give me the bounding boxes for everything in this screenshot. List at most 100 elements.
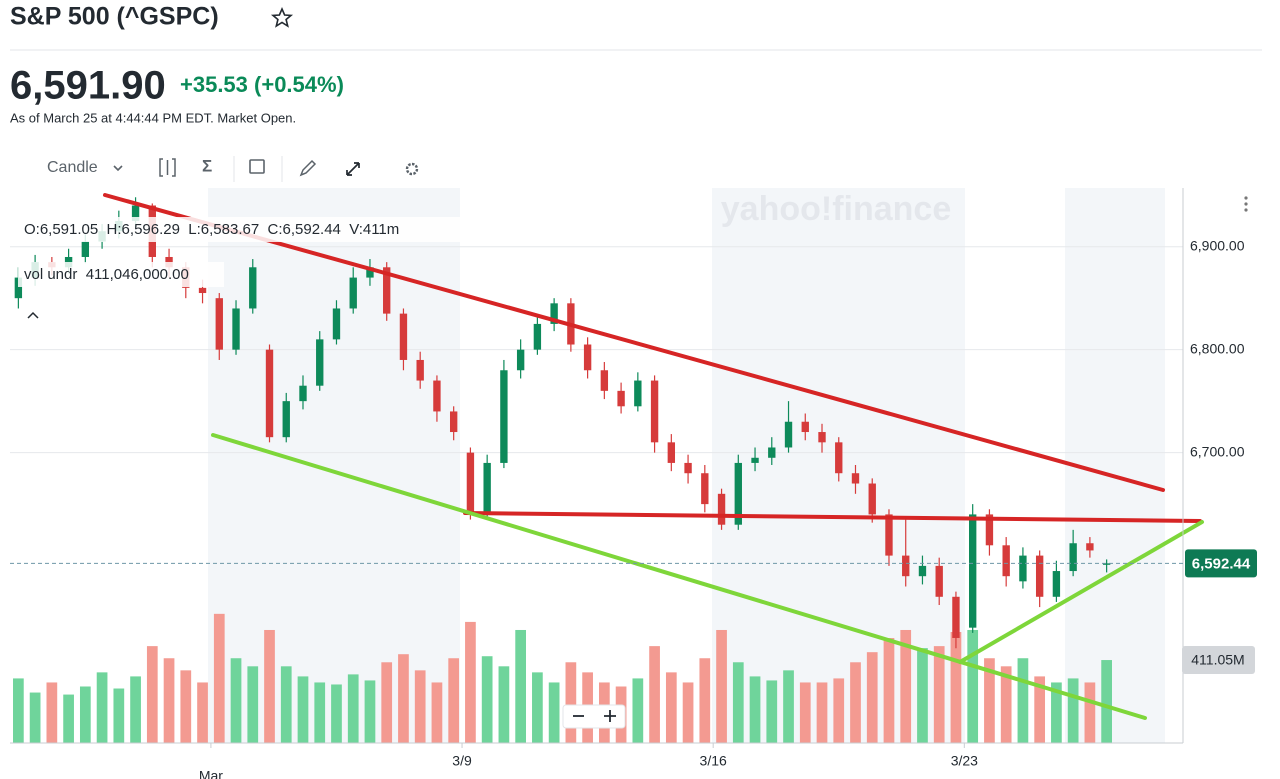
candle-body <box>902 555 910 577</box>
candle-body <box>399 313 408 360</box>
draw-icon[interactable] <box>299 159 317 177</box>
volume-bar <box>565 662 577 743</box>
candle-body <box>1102 563 1111 565</box>
volume-bar <box>498 666 510 743</box>
candle-body <box>634 380 642 407</box>
candle-body <box>935 565 943 597</box>
x-tick-label: Mar <box>199 768 223 779</box>
volume-bar <box>783 670 794 743</box>
volume-bar <box>1067 678 1079 743</box>
candle-body <box>1069 543 1077 572</box>
volume-bar <box>950 632 962 743</box>
menu-dot <box>1244 202 1248 206</box>
trend-line <box>958 520 1204 664</box>
candle-body <box>1052 571 1061 597</box>
watermark: yahoo!finance <box>721 190 951 228</box>
candle-body <box>868 483 876 515</box>
candle-body <box>1019 555 1027 582</box>
volume-bar <box>749 676 761 743</box>
trend-line <box>211 433 1147 720</box>
drawings <box>103 193 1204 720</box>
volume-bar <box>967 629 979 743</box>
candle-body <box>433 380 441 412</box>
volume-bar <box>297 676 309 743</box>
watchlist-star[interactable] <box>270 6 294 28</box>
candle-body <box>232 308 240 350</box>
collapse-button[interactable] <box>27 311 39 319</box>
menu-dot <box>1244 208 1248 212</box>
candle-body <box>416 359 424 381</box>
volume-bar <box>264 629 275 743</box>
volume-bar <box>230 658 242 743</box>
dropdown-arrow <box>113 165 123 172</box>
volume-bar <box>347 674 359 743</box>
quote-title: S&P 500 (^GSPC) <box>10 3 219 31</box>
quote-price: 6,591.90 <box>10 64 166 108</box>
ohlc-readout: O:6,591.05 H:6,596.29 L:6,583.67 C:6,592… <box>24 221 399 238</box>
candle-body <box>768 447 776 458</box>
candle-body <box>818 432 826 443</box>
readout-background <box>18 217 460 242</box>
settings-icon[interactable] <box>405 162 419 176</box>
expand-icon[interactable] <box>346 162 360 176</box>
quote-change: +35.53 (+0.54%) <box>180 72 344 97</box>
overlay: 6,700.00 6,800.00 6,900.00 Mar 3/9 3/16 3/23 6,… <box>10 237 1257 779</box>
x-tick-label: 3/16 <box>700 753 727 769</box>
candle-body <box>717 493 726 525</box>
candle-body <box>885 514 893 556</box>
chart-type-button[interactable]: Candle <box>47 159 98 176</box>
volume-bar <box>833 678 845 743</box>
candle-body <box>751 457 759 463</box>
price-marker <box>1185 549 1257 578</box>
candle-body <box>265 349 274 438</box>
volume-bar <box>465 621 476 743</box>
volume-bar <box>816 682 828 743</box>
volume-bar <box>448 658 460 743</box>
candle-body <box>366 267 374 278</box>
axis-menu[interactable] <box>1244 196 1248 212</box>
candle-body <box>784 421 793 448</box>
volume-bar <box>163 658 175 743</box>
volume-bar <box>481 656 493 743</box>
volume-bar <box>682 682 694 743</box>
volume-bar <box>649 646 660 743</box>
candle-body <box>81 241 90 257</box>
price-marker-label: 6,592.44 <box>1192 555 1251 572</box>
volume-bar <box>1034 676 1046 743</box>
candle-body <box>249 267 257 309</box>
candle-body <box>466 452 475 515</box>
candle-body <box>617 390 625 407</box>
y-tick-label: 6,800.00 <box>1190 340 1245 356</box>
volume-bar <box>46 682 58 743</box>
week-shade <box>208 188 460 743</box>
volume-bar <box>13 678 24 743</box>
volume-marker <box>1182 646 1255 675</box>
candle-body <box>131 205 140 221</box>
volume-bar <box>113 688 125 743</box>
compare-icon[interactable] <box>159 158 176 177</box>
trend-line <box>463 511 1202 523</box>
candle-body <box>533 323 542 350</box>
menu-dot <box>1244 196 1248 200</box>
candle-body <box>801 421 809 433</box>
volume-bar <box>515 629 527 743</box>
volume-bar <box>398 654 409 743</box>
candle-body <box>1035 555 1044 597</box>
x-tick-label: 3/23 <box>951 753 978 769</box>
calendar-icon[interactable] <box>249 159 265 174</box>
trend-line <box>103 193 1165 492</box>
volume-marker-label: 411.05M <box>1191 652 1244 668</box>
indicators-icon[interactable]: Σ <box>202 156 212 175</box>
candle-body <box>650 380 659 443</box>
volume-bars <box>13 613 1112 743</box>
volume-bar <box>1000 666 1012 743</box>
zoom-in[interactable] <box>604 710 616 722</box>
volume-bar <box>984 658 995 743</box>
volume-bar <box>146 646 158 743</box>
candle-body <box>918 565 927 577</box>
volume-bar <box>1101 660 1112 743</box>
y-tick-label: 6,700.00 <box>1190 443 1245 459</box>
volume-bar <box>766 680 778 743</box>
quote-time: As of March 25 at 4:44:44 PM EDT. Market… <box>10 110 296 125</box>
